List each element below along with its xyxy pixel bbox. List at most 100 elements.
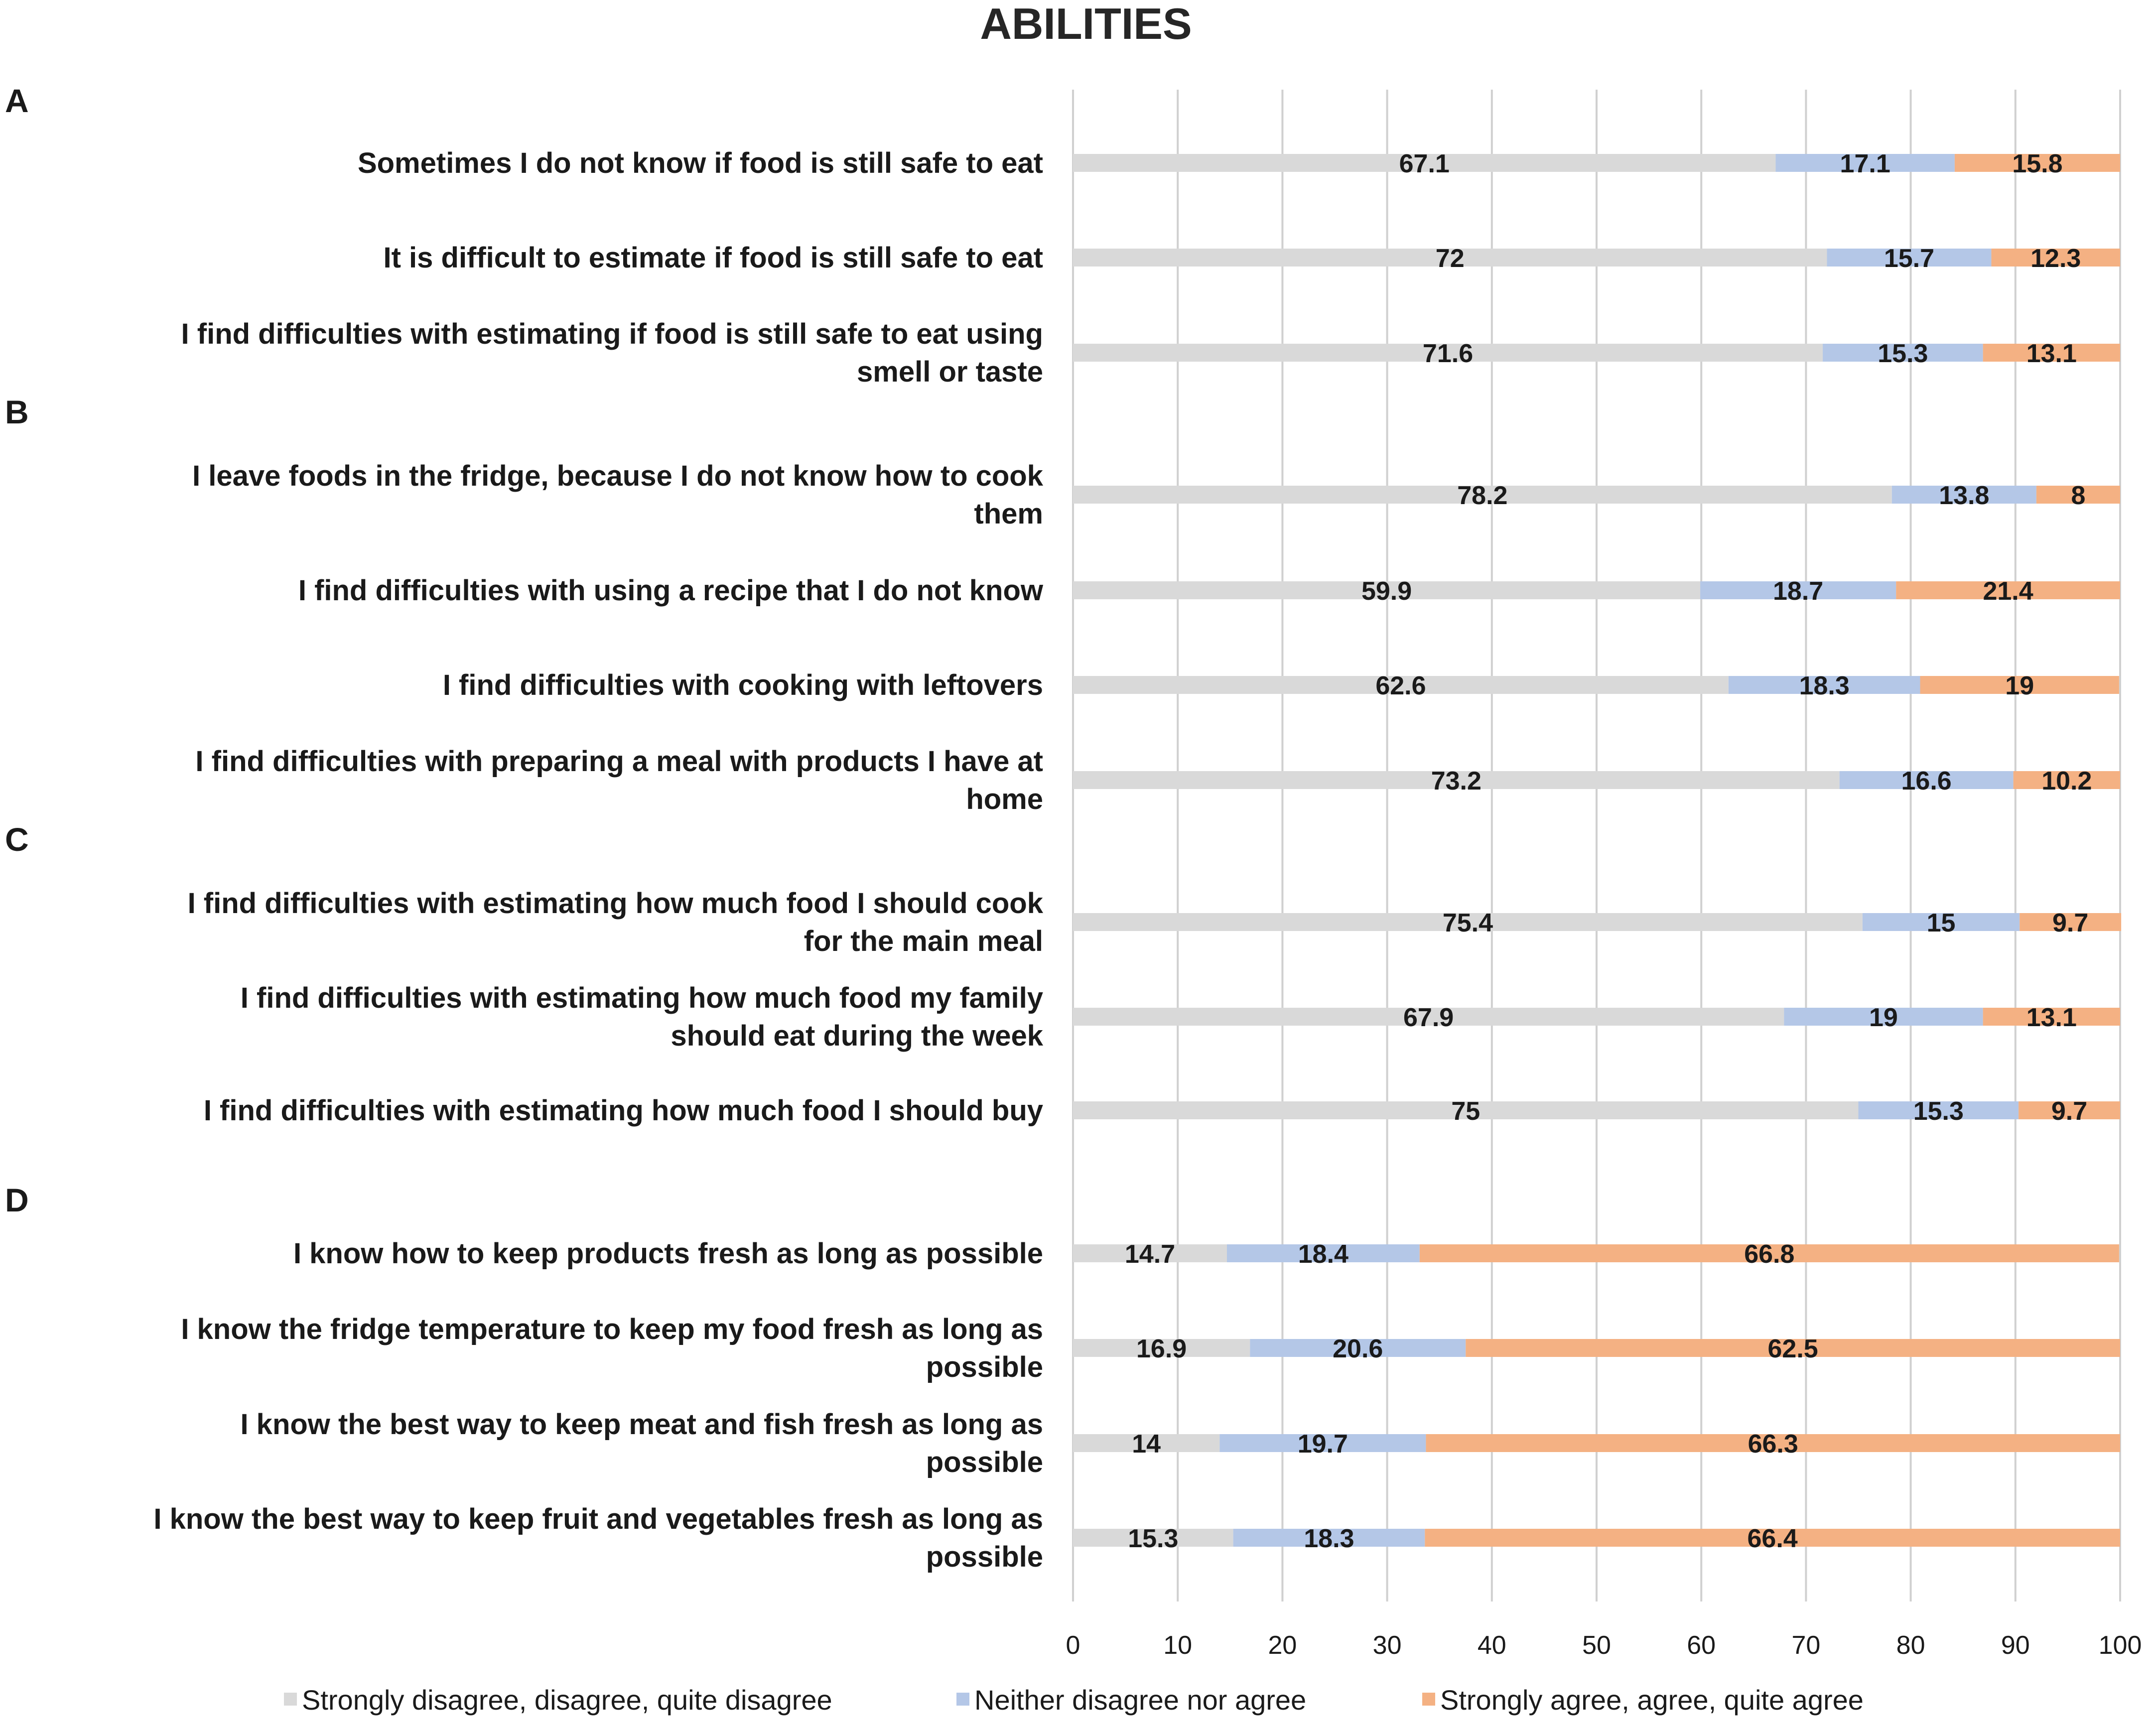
section-label: A — [5, 82, 29, 119]
data-label: 14.7 — [1125, 1240, 1175, 1269]
chart-title: ABILITIES — [980, 0, 1192, 48]
data-label: 19 — [2005, 671, 2034, 700]
bar-segment — [1775, 154, 1955, 172]
data-label: 66.3 — [1748, 1430, 1798, 1459]
data-label: 21.4 — [1983, 577, 2033, 606]
category-label: should eat during the week — [671, 1020, 1043, 1052]
bar-segment — [2020, 913, 2122, 931]
category-label: Sometimes I do not know if food is still… — [358, 147, 1043, 179]
value-labels: 67.1 17.1 15.8 72 15.7 12.3 71.6 15.3 13.1 78.2 13… — [1125, 149, 2092, 1553]
legend-swatch — [284, 1693, 297, 1706]
x-tick-label: 10 — [1163, 1631, 1192, 1660]
category-label: possible — [926, 1541, 1043, 1573]
legend-swatch — [956, 1693, 969, 1706]
x-tick-label: 50 — [1582, 1631, 1611, 1660]
data-label: 75 — [1451, 1097, 1480, 1126]
bar-segment — [1073, 1434, 1220, 1452]
category-label: I find difficulties with estimating how … — [188, 887, 1044, 920]
data-label: 75.4 — [1443, 909, 1493, 937]
legend-swatch — [1422, 1693, 1435, 1706]
data-label: 73.2 — [1431, 767, 1482, 796]
bar-segment — [1073, 676, 1729, 694]
data-label: 10.2 — [2041, 767, 2092, 796]
data-label: 13.1 — [2026, 1003, 2077, 1032]
x-tick-label: 30 — [1373, 1631, 1402, 1660]
data-label: 66.8 — [1744, 1240, 1794, 1269]
legend-label: Strongly agree, agree, quite agree — [1440, 1684, 1864, 1716]
category-label: possible — [926, 1446, 1043, 1478]
bar-segment — [2013, 771, 2120, 789]
category-label: I know how to keep products fresh as lon… — [293, 1237, 1043, 1270]
data-label: 72 — [1436, 244, 1465, 273]
data-label: 14 — [1132, 1430, 1161, 1459]
data-label: 13.8 — [1939, 481, 1989, 510]
data-label: 71.6 — [1423, 339, 1473, 368]
data-label: 15.3 — [1878, 339, 1928, 368]
category-label: I know the best way to keep fruit and ve… — [153, 1503, 1043, 1535]
category-label: I find difficulties with using a recipe … — [298, 574, 1044, 607]
x-tick-label: 100 — [2099, 1631, 2142, 1660]
bar-segment — [1073, 1008, 1784, 1026]
bar-segment — [1073, 1244, 1227, 1262]
bar-segment — [2036, 486, 2120, 504]
bar-segment — [1250, 1339, 1466, 1357]
legend-label: Strongly disagree, disagree, quite disag… — [302, 1684, 832, 1716]
bar-segment — [1073, 581, 1701, 599]
data-label: 15.8 — [2012, 149, 2062, 178]
data-label: 16.6 — [1901, 767, 1952, 796]
bar-segment — [1425, 1529, 2120, 1547]
bar-segment — [1466, 1339, 2120, 1357]
bar-segment — [1073, 1101, 1859, 1119]
data-label: 18.4 — [1298, 1240, 1348, 1269]
category-label: I find difficulties with estimating how … — [241, 982, 1043, 1014]
category-label: I find difficulties with cooking with le… — [443, 669, 1043, 701]
data-label: 9.7 — [2051, 1097, 2087, 1126]
data-label: 8 — [2071, 481, 2085, 510]
data-label: 13.1 — [2026, 339, 2077, 368]
bar-segment — [1728, 676, 1920, 694]
data-label: 59.9 — [1361, 577, 1412, 606]
data-label: 15.7 — [1884, 244, 1934, 273]
bar-segment — [1426, 1434, 2120, 1452]
data-label: 18.3 — [1304, 1524, 1354, 1553]
data-label: 62.6 — [1375, 671, 1426, 700]
bar-segment — [1219, 1434, 1426, 1452]
x-tick-label: 20 — [1268, 1631, 1297, 1660]
data-label: 9.7 — [2052, 909, 2088, 937]
data-label: 18.3 — [1799, 671, 1850, 700]
category-label: I find difficulties with preparing a mea… — [195, 745, 1043, 778]
data-label: 12.3 — [2030, 244, 2081, 273]
bar-segment — [1891, 486, 2036, 504]
bar-segment — [1073, 771, 1840, 789]
gridlines — [1072, 90, 2121, 1601]
x-tick-label: 40 — [1478, 1631, 1506, 1660]
bar-segment — [1858, 1101, 2019, 1119]
category-label: I leave foods in the fridge, because I d… — [192, 460, 1044, 492]
legend: Strongly disagree, disagree, quite disag… — [284, 1684, 1864, 1716]
category-label: I know the best way to keep meat and fis… — [240, 1408, 1043, 1441]
bar-segment — [1954, 154, 2120, 172]
data-label: 67.1 — [1399, 149, 1450, 178]
bar-segment — [1073, 913, 1863, 931]
bar-segment — [1073, 1529, 1233, 1547]
bar-segment — [2019, 1101, 2120, 1119]
section-label: C — [5, 821, 29, 858]
bar-segment — [1896, 581, 2120, 599]
data-label: 18.7 — [1773, 577, 1823, 606]
data-label: 19 — [1869, 1003, 1898, 1032]
data-label: 15 — [1927, 909, 1956, 937]
data-label: 15.3 — [1913, 1097, 1964, 1126]
category-label: them — [974, 498, 1043, 530]
category-labels: Sometimes I do not know if food is still… — [153, 147, 1043, 1573]
bar-segment — [1073, 486, 1892, 504]
category-label: for the main meal — [804, 925, 1043, 957]
bar-segment — [1233, 1529, 1425, 1547]
bar-segment — [1983, 344, 2120, 362]
section-label: D — [5, 1182, 29, 1218]
x-tick-label: 60 — [1687, 1631, 1716, 1660]
data-label: 19.7 — [1298, 1430, 1348, 1459]
bar-segment — [1700, 581, 1896, 599]
section-labels: A B C D — [5, 82, 29, 1218]
data-label: 78.2 — [1457, 481, 1507, 510]
